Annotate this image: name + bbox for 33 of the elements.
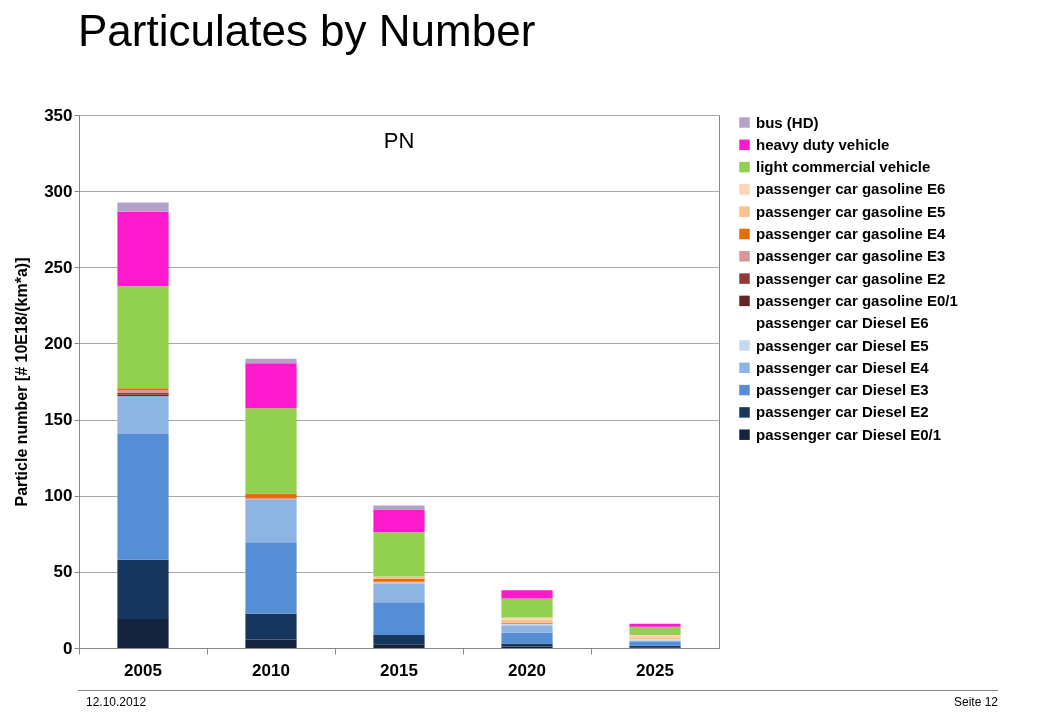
legend-label: passenger car Diesel E3: [756, 381, 929, 399]
legend-label: heavy duty vehicle: [756, 135, 890, 153]
x-tick-label: 2015: [380, 660, 418, 680]
x-tick-label: 2005: [124, 660, 162, 680]
legend-label: light commercial vehicle: [756, 158, 931, 176]
y-tick-label: 200: [44, 333, 73, 353]
legend-label: passenger car Diesel E0/1: [756, 425, 942, 443]
legend-label: passenger car gasoline E5: [756, 202, 946, 220]
text: 12.10.2012: [86, 695, 147, 709]
legend-label: passenger car gasoline E4: [756, 225, 946, 242]
legend-label: passenger car Diesel E4: [756, 358, 930, 376]
y-tick-label: 350: [44, 105, 73, 125]
text: passenger car Diesel E6: [756, 314, 929, 332]
y-axis-title: Particle number [# 10E18/(km*a)]: [13, 257, 31, 507]
x-tick-label: 2010: [252, 660, 290, 680]
y-tick-label: 250: [44, 257, 73, 277]
y-tick-label: 100: [44, 486, 73, 506]
legend-label: passenger car gasoline E0/1: [756, 291, 958, 309]
legend-label: bus (HD): [756, 113, 819, 131]
text: PN: [383, 128, 415, 153]
legend-label: passenger car gasoline E6: [756, 180, 946, 198]
y-tick-label: 0: [63, 638, 73, 658]
y-tick-label: 50: [53, 562, 73, 582]
x-tick-label: 2025: [636, 660, 674, 680]
x-tick-label: 2020: [508, 660, 546, 680]
chart-title: Particulates by Number: [78, 6, 536, 56]
y-tick-label: 300: [44, 181, 73, 201]
legend-label: passenger car Diesel E5: [756, 336, 929, 354]
y-tick-label: 150: [44, 410, 73, 430]
legend-label: passenger car gasoline E2: [756, 269, 946, 287]
legend-label: passenger car gasoline E3: [756, 247, 946, 265]
legend-label: passenger car Diesel E2: [756, 403, 929, 421]
text: Seite 12: [953, 695, 998, 709]
